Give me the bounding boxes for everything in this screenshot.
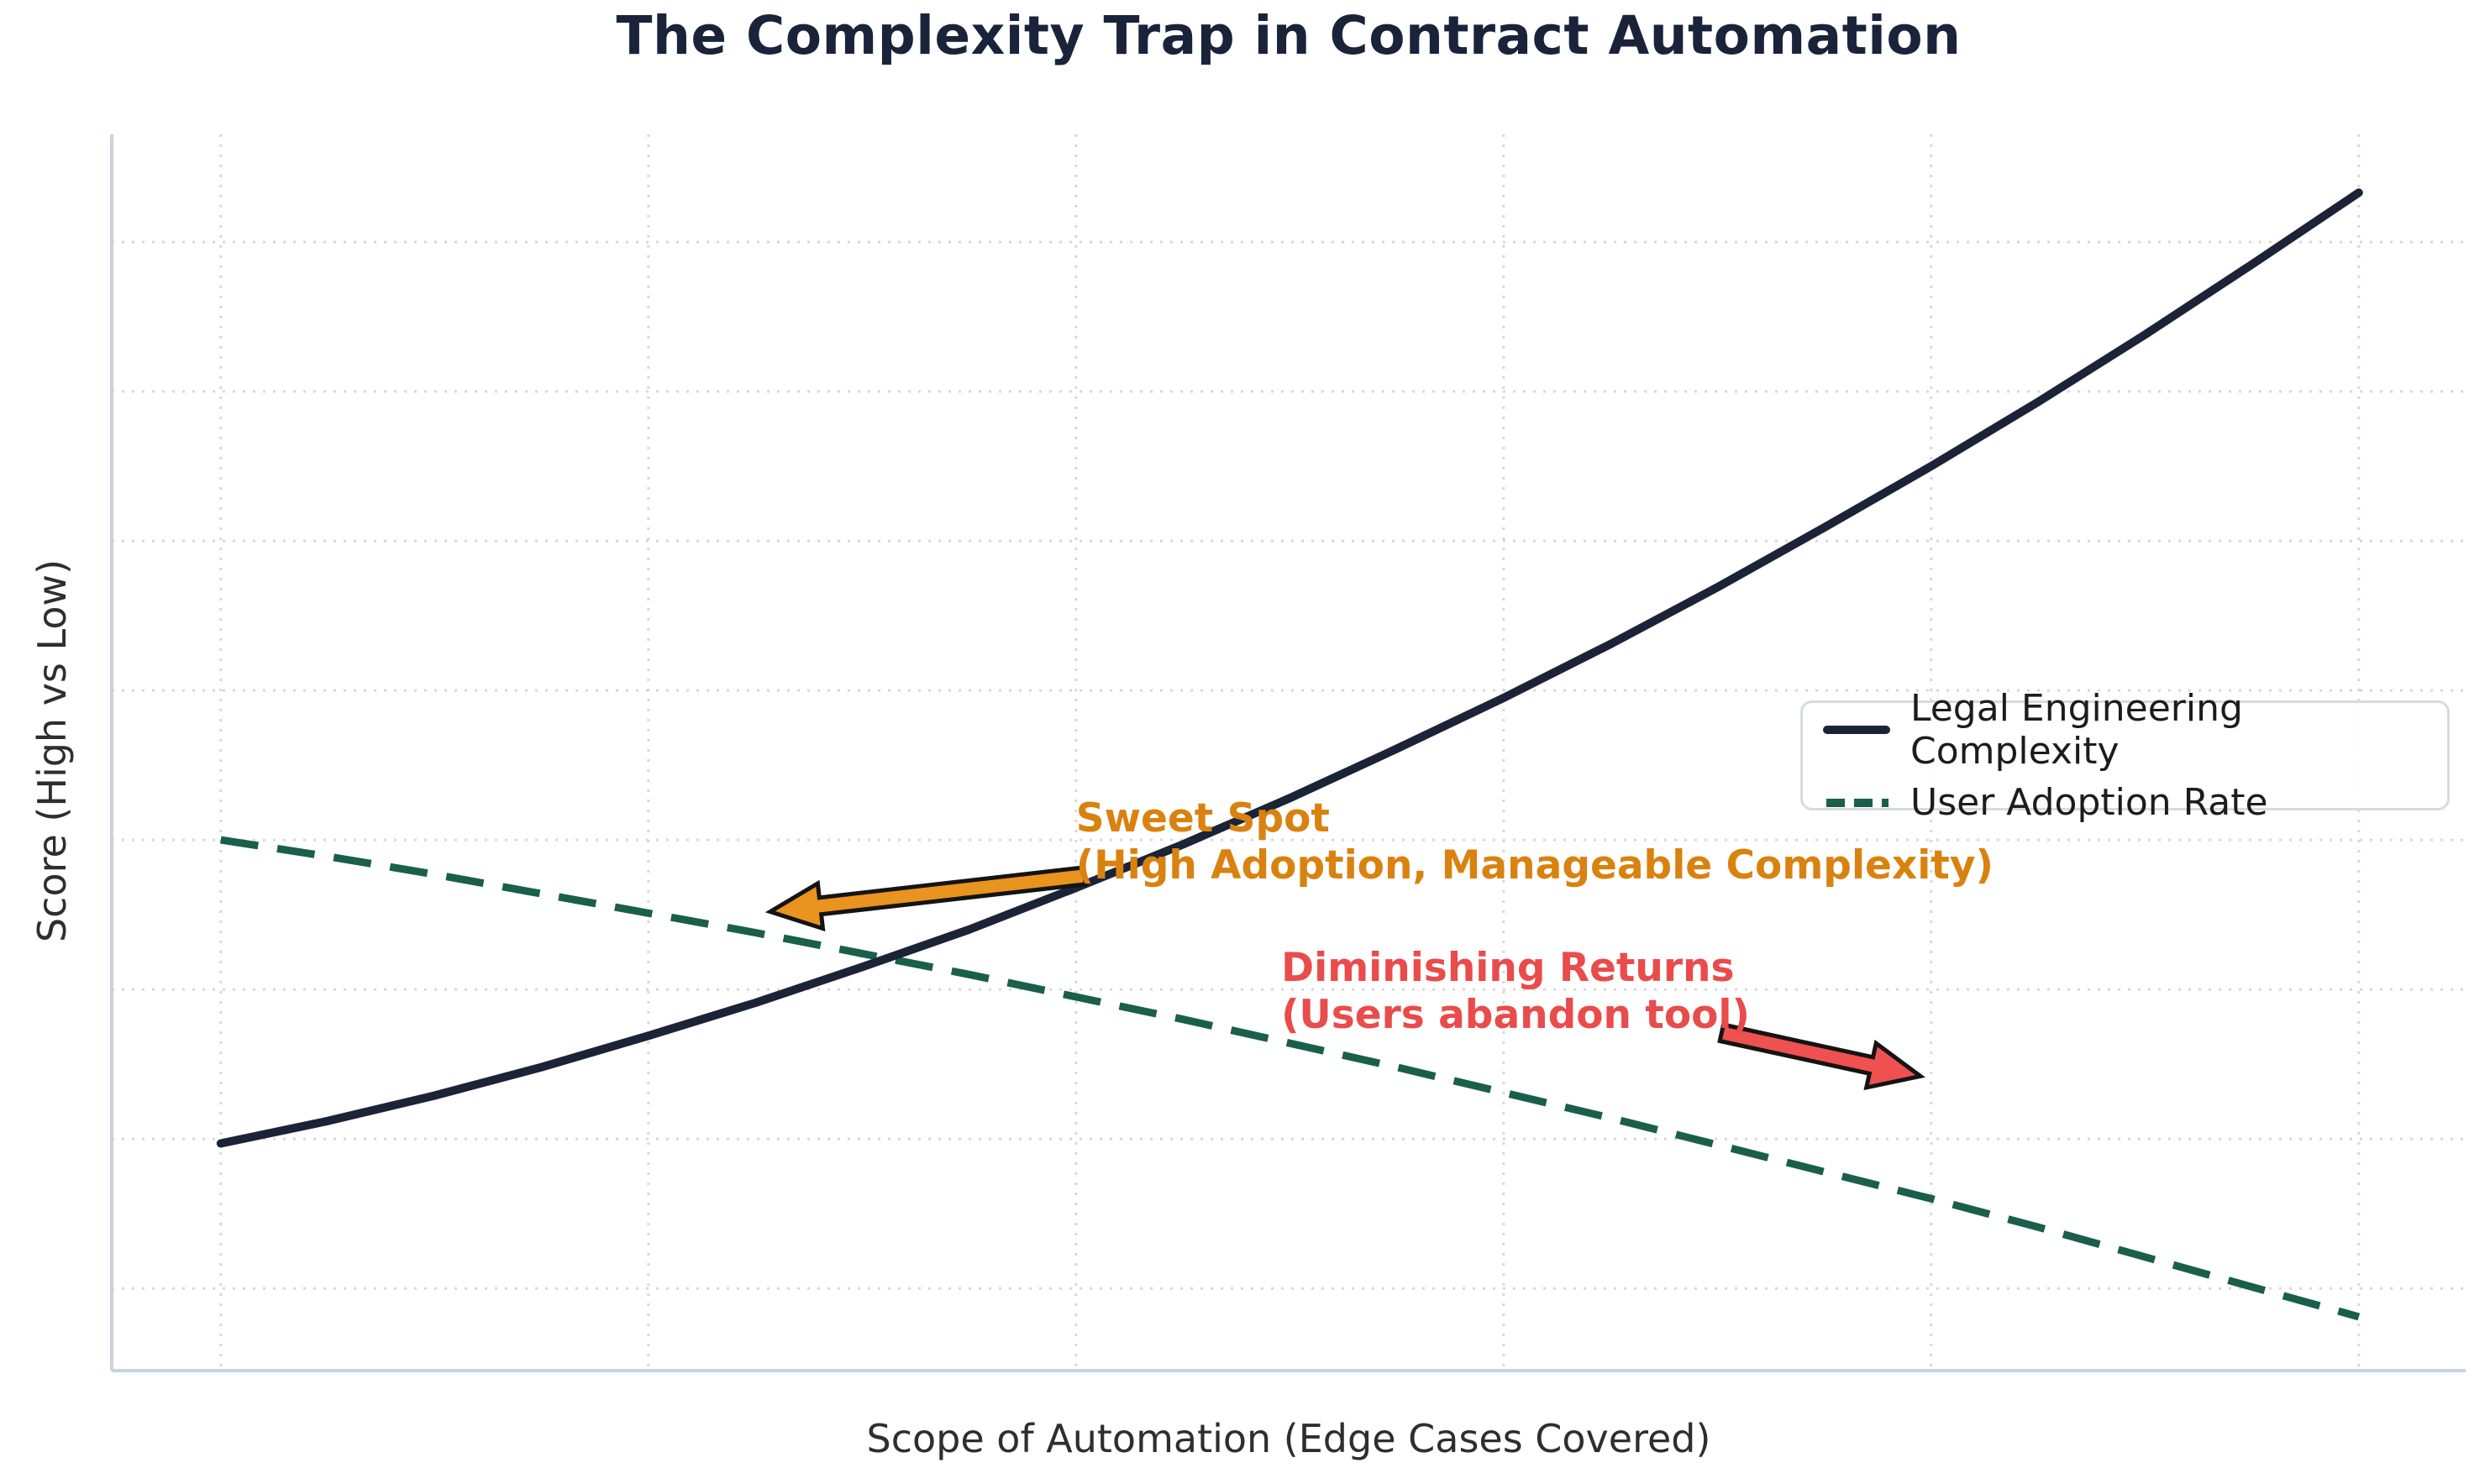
- legend-line-swatch-dashed: [1826, 798, 1889, 807]
- chart-title: The Complexity Trap in Contract Automati…: [616, 5, 1962, 66]
- legend-item: User Adoption Rate: [1823, 781, 2447, 824]
- annotation-line: (High Adoption, Manageable Complexity): [1075, 842, 1994, 889]
- series-line-adoption: [220, 836, 2361, 1321]
- series-line-complexity: [216, 188, 2363, 1148]
- annotation-diminishing-returns: Diminishing Returns (Users abandon tool): [1281, 945, 1750, 1039]
- annotation-line: Diminishing Returns: [1281, 944, 1735, 991]
- legend: Legal Engineering Complexity User Adopti…: [1800, 687, 2450, 824]
- x-axis-label: Scope of Automation (Edge Cases Covered): [866, 1416, 1711, 1461]
- sweet-spot-arrow: [764, 865, 1088, 932]
- diminishing-returns-arrow: [1717, 1022, 1925, 1091]
- annotation-line: (Users abandon tool): [1281, 991, 1751, 1038]
- legend-label: Legal Engineering Complexity: [1910, 687, 2243, 773]
- annotation-line: Sweet Spot: [1075, 794, 1330, 842]
- legend-item: Legal Engineering Complexity: [1823, 687, 2447, 773]
- legend-label: User Adoption Rate: [1910, 781, 2268, 824]
- legend-line-swatch-solid: [1823, 726, 1890, 734]
- y-axis-label: Score (High vs Low): [29, 558, 75, 943]
- annotation-sweet-spot: Sweet Spot (High Adoption, Manageable Co…: [1076, 795, 1994, 889]
